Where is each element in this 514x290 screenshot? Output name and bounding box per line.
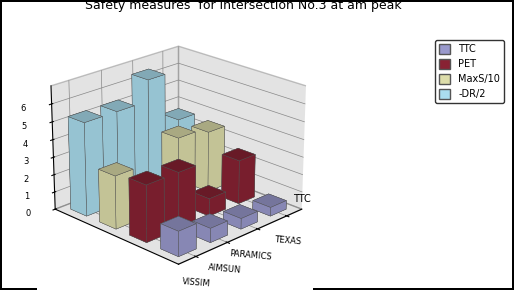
- Title: Safety measures  for intersection No.3 at am peak: Safety measures for intersection No.3 at…: [85, 0, 402, 12]
- Legend: TTC, PET, MaxS/10, -DR/2: TTC, PET, MaxS/10, -DR/2: [435, 40, 504, 103]
